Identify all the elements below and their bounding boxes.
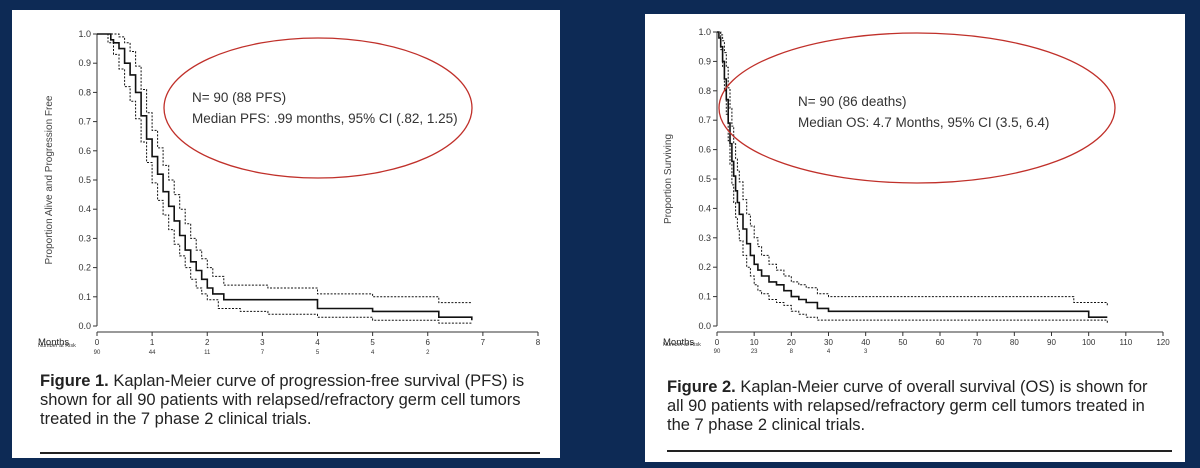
figure-2-caption-text: Kaplan-Meier curve of overall survival (… <box>667 378 1148 434</box>
os-x-axis-label: Months <box>663 337 694 348</box>
pfs-risk-value: 4 <box>371 350 375 356</box>
os-annotation-line: N= 90 (86 deaths) <box>798 94 906 109</box>
os-y-tick-label: 0.0 <box>698 321 711 331</box>
pfs-annotation-line: Median PFS: .99 months, 95% CI (.82, 1.2… <box>192 111 458 126</box>
os-km-curve <box>717 31 1108 318</box>
os-risk-value: 23 <box>751 349 758 355</box>
os-y-tick-label: 0.2 <box>698 262 711 272</box>
os-y-tick-label: 0.3 <box>698 233 711 243</box>
pfs-risk-value: 44 <box>149 350 156 356</box>
os-x-tick-label: 80 <box>1010 338 1019 347</box>
figure-1-label: Figure 1. <box>40 372 109 390</box>
pfs-chart: 0.0 0.1 0.2 0.3 0.4 0.5 0.6 0.7 0.8 0.9 1.0 0 1 2 3 4 5 6… <box>38 29 541 356</box>
pfs-annotation-line: N= 90 (88 PFS) <box>192 90 286 105</box>
os-y-tick-label: 0.9 <box>698 56 711 66</box>
pfs-y-tick-label: 0.2 <box>78 263 91 273</box>
pfs-y-tick-label: 0.6 <box>78 146 91 156</box>
pfs-y-tick-label: 0.4 <box>78 204 91 214</box>
os-risk-value: 4 <box>827 349 831 355</box>
pfs-risk-value: 11 <box>204 350 211 356</box>
figure-2-rule <box>667 450 1172 452</box>
os-x-tick-label: 120 <box>1156 338 1170 347</box>
pfs-x-tick-label: 6 <box>426 338 431 347</box>
pfs-y-tick-label: 1.0 <box>78 29 91 39</box>
os-x-tick-label: 90 <box>1047 338 1056 347</box>
os-y-tick-label: 0.8 <box>698 86 711 96</box>
os-x-tick-label: 10 <box>750 338 759 347</box>
pfs-y-tick-label: 0.5 <box>78 175 91 185</box>
figure-1-caption: Figure 1. Kaplan-Meier curve of progress… <box>40 372 540 429</box>
os-y-axis-label: Proportion Surviving <box>663 134 674 224</box>
os-x-tick-label: 60 <box>936 338 945 347</box>
os-x-tick-label: 70 <box>973 338 982 347</box>
pfs-y-tick-label: 0.1 <box>78 292 91 302</box>
figure-1-caption-text: Kaplan-Meier curve of progression-free s… <box>40 372 525 428</box>
os-y-tick-label: 0.6 <box>698 145 711 155</box>
pfs-y-tick-label: 0.8 <box>78 87 91 97</box>
pfs-risk-value: 5 <box>316 350 320 356</box>
os-x-tick-label: 30 <box>824 338 833 347</box>
os-x-tick-label: 50 <box>898 338 907 347</box>
pfs-y-axis-label: Proportion Alive and Progression Free <box>44 95 55 264</box>
pfs-x-tick-label: 3 <box>260 338 265 347</box>
os-y-tick-label: 0.4 <box>698 203 711 213</box>
pfs-km-curve <box>97 33 473 321</box>
pfs-x-tick-label: 5 <box>370 338 375 347</box>
pfs-y-tick-label: 0.7 <box>78 117 91 127</box>
os-x-tick-label: 20 <box>787 338 796 347</box>
os-ci-curve <box>717 31 1108 324</box>
os-annotation-ellipse <box>718 32 1116 184</box>
os-y-tick-label: 0.5 <box>698 174 711 184</box>
pfs-risk-value: 2 <box>426 350 430 356</box>
os-x-tick-label: 110 <box>1119 338 1132 347</box>
pfs-y-tick-label: 0.9 <box>78 58 91 68</box>
os-risk-value: 8 <box>790 349 794 355</box>
pfs-x-tick-label: 7 <box>481 338 486 347</box>
os-y-tick-label: 0.7 <box>698 115 711 125</box>
pfs-x-tick-label: 8 <box>536 338 541 347</box>
figure-1-rule <box>40 452 540 454</box>
os-ci-curve <box>717 31 1108 306</box>
os-risk-label: Number at Risk <box>663 342 701 348</box>
pfs-x-tick-label: 1 <box>150 338 155 347</box>
os-risk-value: 3 <box>864 349 868 355</box>
pfs-x-axis-label: Months <box>38 337 69 348</box>
pfs-x-tick-label: 2 <box>205 338 210 347</box>
pfs-ci-curve <box>97 33 472 304</box>
pfs-x-tick-label: 0 <box>95 338 100 347</box>
pfs-risk-value: 90 <box>94 350 101 356</box>
figure-1-panel: 0.0 0.1 0.2 0.3 0.4 0.5 0.6 0.7 0.8 0.9 1.0 0 1 2 3 4 5 6… <box>12 10 560 458</box>
pfs-risk-label: Number at Risk <box>38 343 76 349</box>
pfs-y-tick-label: 0.3 <box>78 233 91 243</box>
figure-2-panel: 0.0 0.1 0.2 0.3 0.4 0.5 0.6 0.7 0.8 0.9 1.0 0 10 20 30… <box>645 14 1185 462</box>
pfs-ci-curve <box>97 33 472 324</box>
figure-2-caption: Figure 2. Kaplan-Meier curve of overall … <box>667 378 1167 435</box>
pfs-x-tick-label: 4 <box>315 338 320 347</box>
os-chart: 0.0 0.1 0.2 0.3 0.4 0.5 0.6 0.7 0.8 0.9 1.0 0 10 20 30… <box>663 27 1170 355</box>
pfs-annotation-ellipse <box>163 37 473 179</box>
pfs-y-tick-label: 0.0 <box>78 321 91 331</box>
figure-2-label: Figure 2. <box>667 378 736 396</box>
os-x-tick-label: 40 <box>861 338 870 347</box>
os-x-tick-label: 0 <box>715 338 720 347</box>
os-x-tick-label: 100 <box>1082 338 1096 347</box>
os-y-tick-label: 0.1 <box>698 292 711 302</box>
os-y-tick-label: 1.0 <box>698 27 711 37</box>
pfs-risk-value: 7 <box>261 350 265 356</box>
os-annotation-line: Median OS: 4.7 Months, 95% CI (3.5, 6.4) <box>798 115 1049 130</box>
os-risk-value: 90 <box>714 349 721 355</box>
